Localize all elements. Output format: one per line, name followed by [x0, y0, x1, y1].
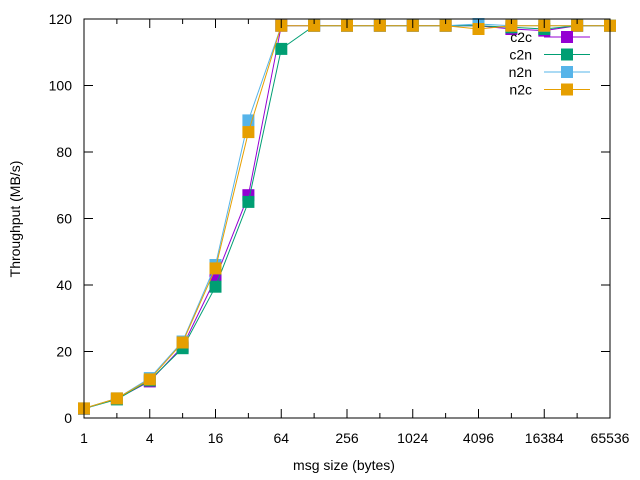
- legend-label-c2c: c2c: [510, 29, 532, 45]
- x-tick-label: 1: [80, 430, 88, 446]
- point-n2c-4: [143, 373, 156, 386]
- y-tick-label: 80: [56, 144, 72, 160]
- legend-marker-c2n: [561, 48, 573, 61]
- point-n2c-32: [242, 126, 255, 139]
- point-n2c-2: [110, 392, 123, 405]
- x-tick-label: 256: [335, 430, 359, 446]
- legend-label-n2n: n2n: [509, 64, 532, 80]
- x-tick-label: 4: [146, 430, 154, 446]
- x-tick-label: 65536: [591, 430, 630, 446]
- point-n2n-32: [242, 114, 255, 127]
- y-tick-label: 60: [56, 211, 72, 227]
- point-n2c-2048: [439, 19, 452, 32]
- point-n2c-16: [209, 262, 222, 275]
- series-layer: [78, 18, 616, 415]
- y-tick-label: 0: [64, 410, 72, 426]
- x-tick-label: 4096: [463, 430, 494, 446]
- x-tick-label: 64: [273, 430, 289, 446]
- x-tick-label: 1024: [397, 430, 428, 446]
- x-tick-label: 16384: [525, 430, 564, 446]
- legend-marker-n2c: [561, 83, 573, 96]
- legend-label-n2c: n2c: [509, 82, 532, 98]
- y-tick-label: 100: [49, 78, 73, 94]
- point-c2n-64: [275, 42, 288, 55]
- point-n2c-128: [308, 19, 321, 32]
- point-c2n-32: [242, 195, 255, 208]
- point-n2c-512: [373, 19, 386, 32]
- y-tick-label: 120: [49, 11, 73, 27]
- y-tick-label: 40: [56, 277, 72, 293]
- y-tick-label: 20: [56, 344, 72, 360]
- legend-marker-c2c: [561, 31, 573, 43]
- x-tick-label: 16: [208, 430, 224, 446]
- legend-marker-n2n: [561, 66, 573, 78]
- point-n2c-32768: [571, 19, 584, 32]
- point-c2n-16: [209, 280, 222, 293]
- x-axis-label: msg size (bytes): [293, 457, 395, 473]
- y-axis-label: Throughput (MB/s): [7, 161, 23, 278]
- legend-label-c2n: c2n: [509, 47, 532, 63]
- point-n2c-8: [176, 336, 189, 349]
- point-n2c-8192: [505, 19, 518, 32]
- axes-layer: 1 4 16 64 256 1024 4096 16384 65536 0 20 40 60 80 100 1…: [49, 11, 630, 446]
- point-n2c-4096: [472, 23, 485, 35]
